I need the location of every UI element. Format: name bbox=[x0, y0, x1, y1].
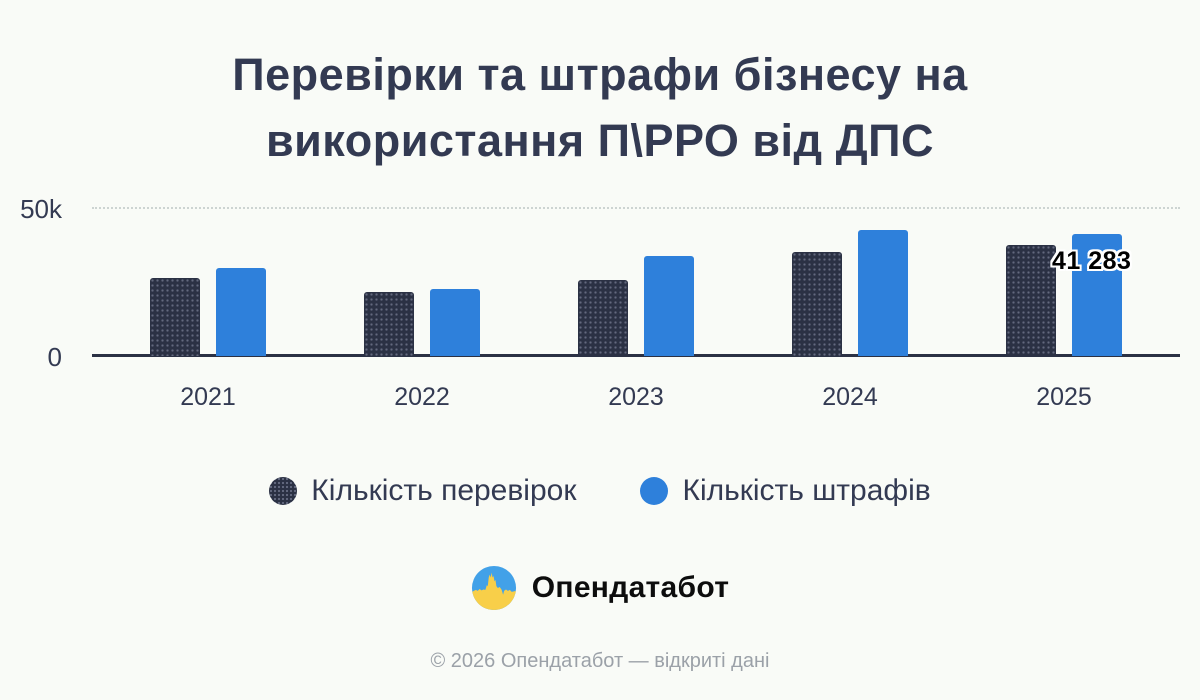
bar-inspections-2023 bbox=[578, 280, 628, 356]
legend-label-fines: Кількість штрафів bbox=[682, 474, 931, 507]
footer-credit: © 2026 Опендатабот — відкриті дані bbox=[430, 650, 770, 672]
bar-value-label: 41 283 bbox=[1052, 247, 1132, 275]
opendatabot-logo-icon bbox=[471, 565, 516, 611]
y-axis-tick-0: 0 bbox=[47, 342, 62, 372]
bar-fines-2024 bbox=[858, 230, 908, 356]
x-axis-label-2025: 2025 bbox=[1036, 383, 1092, 411]
bar-fines-2023 bbox=[644, 256, 694, 356]
bar-fines-2021 bbox=[216, 268, 266, 356]
x-axis-label-2022: 2022 bbox=[394, 383, 450, 411]
x-axis-label-2024: 2024 bbox=[822, 383, 878, 411]
chart-title-line-1: Перевірки та штрафи бізнесу на bbox=[232, 49, 968, 100]
bar-inspections-2022 bbox=[364, 292, 414, 356]
legend-label-inspections: Кількість перевірок bbox=[311, 474, 577, 507]
legend-item-inspections: Кількість перевірок bbox=[269, 474, 576, 508]
bar-fines-2022 bbox=[430, 289, 480, 356]
bar-fines-2025 bbox=[1072, 234, 1122, 356]
x-axis-label-2023: 2023 bbox=[608, 383, 664, 411]
chart-title: Перевірки та штрафи бізнесу на використан… bbox=[0, 42, 1200, 174]
legend-dot-fines bbox=[640, 477, 669, 505]
bar-inspections-2024 bbox=[792, 252, 842, 356]
legend-dot-inspections bbox=[269, 477, 298, 505]
legend: Кількість перевірок Кількість штрафів bbox=[0, 474, 1200, 508]
y-axis-tick-50k: 50k bbox=[20, 194, 62, 224]
legend-item-fines: Кількість штрафів bbox=[640, 474, 931, 508]
x-axis-label-2021: 2021 bbox=[180, 383, 236, 411]
brand-row: Опендатабот bbox=[0, 565, 1200, 611]
gridline-50k bbox=[92, 207, 1180, 209]
x-axis-line bbox=[92, 354, 1180, 357]
bar-inspections-2021 bbox=[150, 278, 200, 356]
chart-title-line-2: використання П\РРО від ДПС bbox=[265, 115, 935, 166]
brand-name: Опендатабот bbox=[531, 571, 730, 604]
bar-inspections-2025 bbox=[1006, 245, 1056, 356]
